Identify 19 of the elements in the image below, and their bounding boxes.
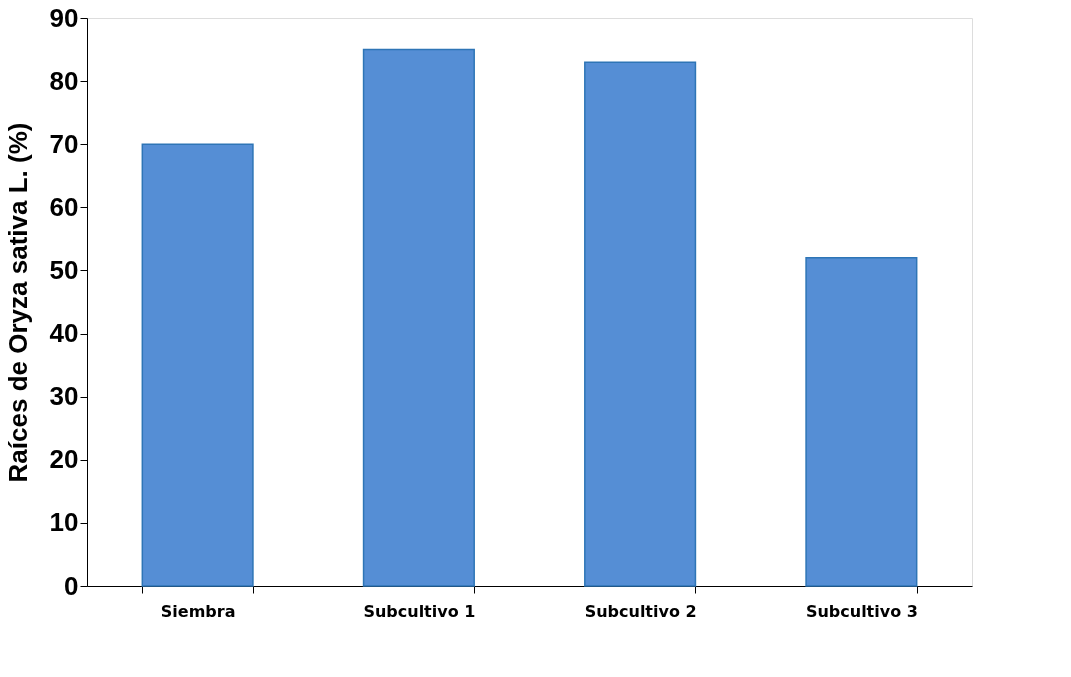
y-tick-label: 70 [49, 128, 79, 159]
bar [141, 143, 254, 587]
x-tick-label: Subcultivo 2 [584, 601, 697, 621]
y-tick-label: 30 [49, 381, 79, 412]
y-tick-label: 50 [49, 254, 79, 285]
bar [805, 257, 918, 587]
bar [584, 61, 697, 587]
y-tick-label: 20 [49, 444, 79, 475]
y-tick-label: 60 [49, 191, 79, 222]
bar [362, 48, 475, 587]
y-tick-label: 90 [49, 2, 79, 33]
y-tick-label: 80 [49, 65, 79, 96]
x-tick-label: Siembra [160, 601, 236, 621]
y-tick-label: 40 [49, 318, 79, 349]
x-tick-label: Subcultivo 3 [805, 601, 918, 621]
y-tick-label: 0 [64, 570, 79, 601]
y-axis-title: Raíces de Oryza sativa L. (%) [2, 122, 33, 483]
x-tick-label: Subcultivo 1 [363, 601, 476, 621]
y-tick-label: 10 [49, 507, 79, 538]
